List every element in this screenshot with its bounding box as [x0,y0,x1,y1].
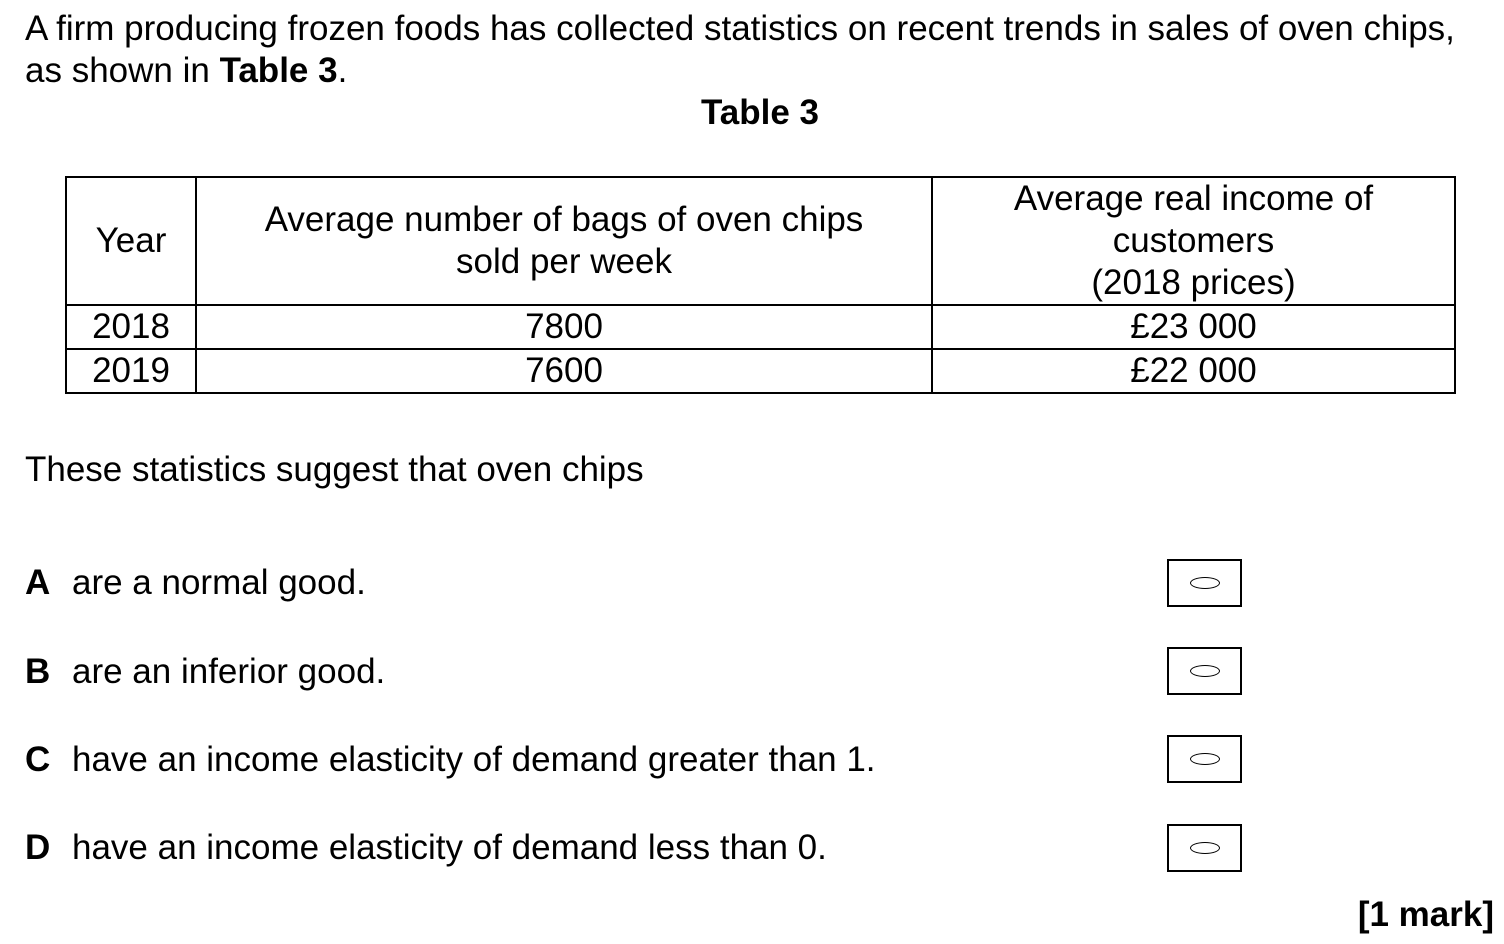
header-real-income: Average real income of customers (2018 p… [931,176,1456,306]
answer-oval-icon [1189,842,1220,854]
table-caption: Table 3 [700,93,819,132]
cell-bags: 7800 [195,304,933,350]
header-bags-line1: Average number of bags of oven chips [264,200,864,239]
header-year: Year [65,176,197,306]
mark-allocation: [1 mark] [1357,895,1494,934]
answer-box-c[interactable] [1167,735,1242,783]
option-letter: C [25,740,51,779]
cell-year: 2018 [65,304,197,350]
answer-box-a[interactable] [1167,559,1242,607]
table-row: 2018 7800 £23 000 [65,304,1456,350]
option-text: have an income elasticity of demand grea… [72,740,876,779]
option-b: B are an inferior good. [25,651,385,693]
cell-income: £22 000 [931,348,1456,394]
answer-oval-icon [1189,753,1220,765]
table-row: 2019 7600 £22 000 [65,348,1456,394]
statistics-table: Year Average number of bags of oven chip… [65,176,1456,394]
option-text: are an inferior good. [72,652,386,691]
question-intro: A firm producing frozen foods has collec… [25,8,1485,92]
answer-oval-icon [1189,665,1220,677]
option-letter: A [25,563,51,602]
intro-end: . [337,51,348,90]
header-bags-sold: Average number of bags of oven chips sol… [195,176,933,306]
option-c: C have an income elasticity of demand gr… [25,739,876,781]
table-reference: Table 3 [219,51,338,90]
option-letter: B [25,652,51,691]
answer-box-b[interactable] [1167,647,1242,695]
option-letter: D [25,828,51,867]
table-header-row: Year Average number of bags of oven chip… [65,176,1456,306]
answer-oval-icon [1189,577,1220,589]
header-bags-line2: sold per week [456,242,672,281]
answer-box-d[interactable] [1167,824,1242,872]
intro-text: A firm producing frozen foods has collec… [25,9,1455,90]
cell-bags: 7600 [195,348,933,394]
option-a: A are a normal good. [25,562,366,604]
cell-income: £23 000 [931,304,1456,350]
header-income-line3: (2018 prices) [1091,263,1296,302]
question-prompt: These statistics suggest that oven chips [25,450,644,489]
header-income-line1: Average real income of [1013,179,1374,218]
option-text: are a normal good. [72,563,366,602]
header-income-line2: customers [1112,221,1275,260]
option-d: D have an income elasticity of demand le… [25,827,827,869]
option-text: have an income elasticity of demand less… [72,828,827,867]
cell-year: 2019 [65,348,197,394]
